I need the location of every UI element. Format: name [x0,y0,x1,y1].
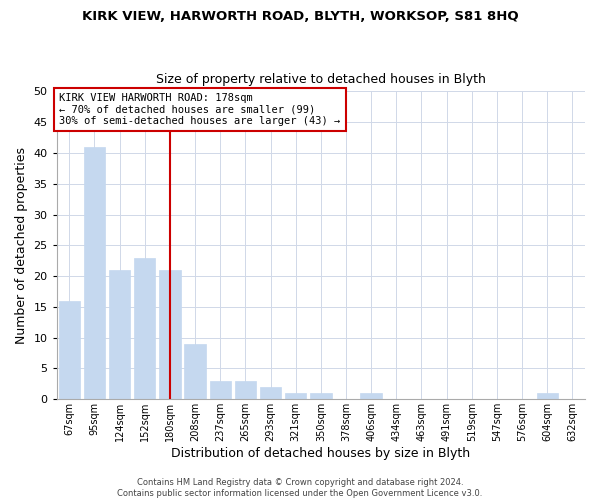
Bar [235,381,256,400]
Bar [109,270,130,400]
Text: KIRK VIEW HARWORTH ROAD: 178sqm
← 70% of detached houses are smaller (99)
30% of: KIRK VIEW HARWORTH ROAD: 178sqm ← 70% of… [59,93,341,126]
Bar [285,393,307,400]
Bar [209,381,231,400]
Text: Contains HM Land Registry data © Crown copyright and database right 2024.
Contai: Contains HM Land Registry data © Crown c… [118,478,482,498]
Bar [536,393,558,400]
Bar [310,393,332,400]
Bar [184,344,206,400]
X-axis label: Distribution of detached houses by size in Blyth: Distribution of detached houses by size … [171,447,470,460]
Bar [84,147,105,400]
Bar [134,258,155,400]
Bar [59,300,80,400]
Title: Size of property relative to detached houses in Blyth: Size of property relative to detached ho… [156,73,486,86]
Bar [260,387,281,400]
Y-axis label: Number of detached properties: Number of detached properties [15,147,28,344]
Text: KIRK VIEW, HARWORTH ROAD, BLYTH, WORKSOP, S81 8HQ: KIRK VIEW, HARWORTH ROAD, BLYTH, WORKSOP… [82,10,518,23]
Bar [159,270,181,400]
Bar [361,393,382,400]
